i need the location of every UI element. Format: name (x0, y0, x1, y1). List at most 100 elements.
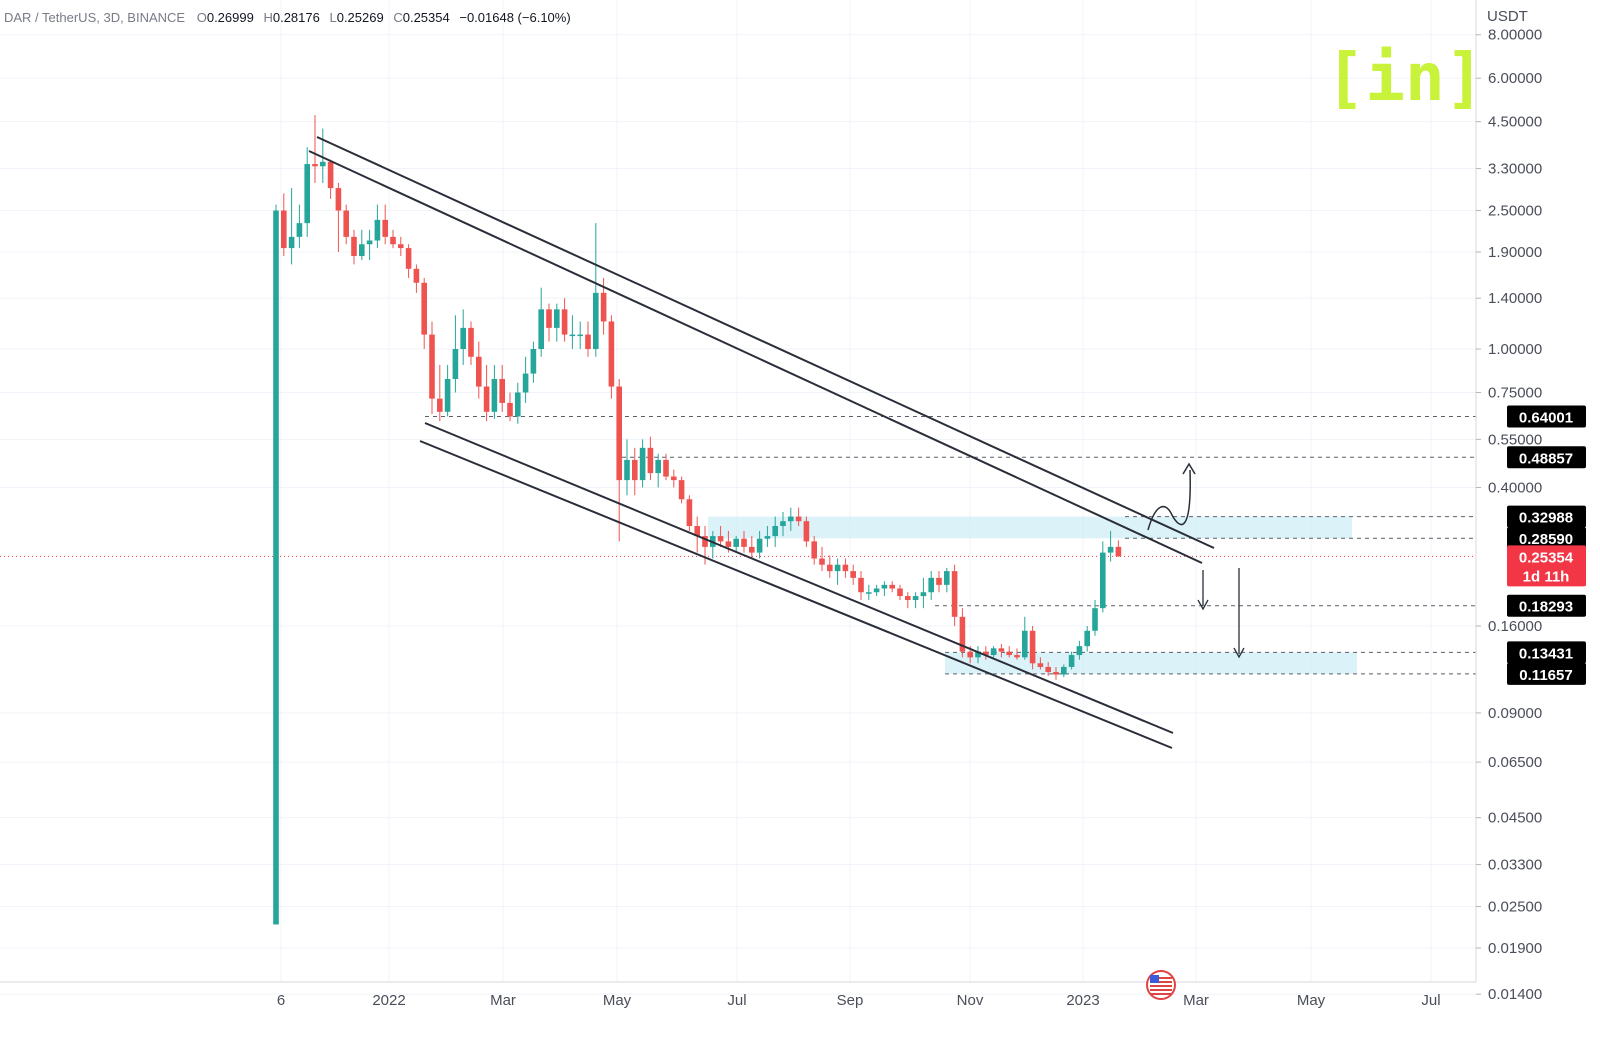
y-tick-label: 0.04500 (1488, 810, 1542, 827)
candle-body (1100, 552, 1106, 609)
candle-body (390, 236, 396, 245)
y-tick-label: 4.50000 (1488, 114, 1542, 131)
candle-body (304, 164, 310, 224)
last-price-tag (1507, 545, 1586, 587)
candle-body (764, 536, 771, 539)
candle-body (905, 596, 911, 600)
low-label: L (329, 10, 337, 25)
y-tick-label: 0.03300 (1488, 857, 1542, 874)
close-label: C (393, 10, 403, 25)
us-flag-stripe (1150, 989, 1172, 991)
candle-body (593, 292, 599, 349)
candle-body (483, 386, 490, 412)
y-tick-label: 1.40000 (1488, 290, 1542, 307)
y-tick-label: 0.02500 (1488, 899, 1542, 916)
candle-body (850, 571, 856, 578)
us-flag-event-icon[interactable] (1146, 970, 1176, 1000)
candle-body (928, 577, 934, 593)
x-tick-label: Jul (1421, 992, 1440, 1009)
symbol-name[interactable]: DAR / TetherUS, 3D, BINANCE (4, 10, 186, 25)
y-tick-label: 0.16000 (1488, 618, 1542, 635)
breakout-curve (1147, 469, 1191, 531)
us-flag-stripe (1150, 985, 1172, 987)
candle-body (1022, 630, 1028, 658)
countdown-label: 1d 11h (1523, 568, 1570, 585)
annotations (1147, 462, 1245, 659)
price-tag (1507, 405, 1586, 428)
candle-body (616, 386, 622, 481)
time-axis[interactable]: 6 2022 Mar May Jul Sep Nov 2023 Mar May Jul (0, 981, 1476, 1009)
y-tick-label: 0.09000 (1488, 705, 1542, 722)
candle-body (1014, 655, 1020, 658)
price-tag (1507, 641, 1586, 664)
candle-body (460, 327, 466, 349)
candle-body (327, 161, 334, 189)
candle-body (647, 447, 654, 474)
candle-body (990, 648, 997, 656)
x-tick-label: May (603, 992, 632, 1009)
candle-body (1107, 546, 1114, 553)
candle-body (522, 373, 529, 393)
candle-body (1115, 546, 1122, 557)
high-value: 0.28176 (272, 10, 320, 25)
price-axis[interactable]: USDT 8.00000 6.00000 4.50000 3.30000 2.50000 1… (1475, 0, 1542, 1003)
price-tag (1507, 594, 1586, 617)
arrow-up-head (1182, 462, 1196, 475)
change-value: −0.01648 (−6.10%) (459, 10, 571, 25)
price-tag (1507, 527, 1586, 550)
price-tag-label: 0.48857 (1519, 450, 1573, 467)
candle-body (686, 499, 693, 527)
candle-body (811, 541, 817, 559)
candle-body (897, 588, 903, 597)
high-label: H (263, 10, 273, 25)
candle-body (944, 571, 950, 585)
y-tick-label: 1.90000 (1488, 244, 1542, 261)
candle-body (873, 588, 880, 593)
candle-body (585, 334, 591, 349)
y-tick-label: 0.06500 (1488, 754, 1542, 771)
candle-body (788, 516, 794, 522)
trendlines (308, 136, 1215, 749)
candle-body (507, 402, 513, 417)
candle-body (546, 309, 552, 328)
candle-body (936, 577, 942, 585)
price-tag (1507, 505, 1586, 528)
candle-body (382, 219, 388, 237)
candle-body (959, 616, 966, 652)
candle-body (320, 161, 326, 167)
candle-body (1068, 655, 1075, 667)
candle-body (694, 526, 700, 537)
candle-body (398, 244, 404, 249)
candle-body (343, 210, 349, 237)
candle-body (678, 480, 685, 500)
candle-body (655, 459, 661, 474)
candle-body (842, 564, 849, 572)
x-tick-label: May (1297, 992, 1326, 1009)
candle-body (749, 546, 755, 553)
resistance-zone (708, 516, 1352, 539)
candle-body (756, 538, 763, 553)
candle-body (312, 164, 318, 167)
grid (0, 0, 1476, 995)
arrow-down-long-head (1233, 647, 1245, 659)
candle-body (561, 309, 568, 335)
candle-body (671, 476, 677, 481)
candle-body (998, 648, 1005, 652)
candle-body (1037, 663, 1044, 667)
candle-body (717, 536, 724, 542)
candles (273, 115, 1122, 925)
us-flag-stripe (1150, 993, 1172, 995)
candle-body (772, 526, 778, 537)
candle-body (1061, 666, 1067, 675)
y-tick-label: 6.00000 (1488, 70, 1542, 87)
y-tick-label: 0.55000 (1488, 431, 1542, 448)
candle-body (1084, 630, 1090, 647)
x-tick-label: Mar (1183, 992, 1209, 1009)
candle-body (639, 447, 646, 481)
candle-body (577, 334, 583, 337)
candle-body (1045, 666, 1051, 672)
x-tick-label: Mar (490, 992, 516, 1009)
candle-body (632, 459, 638, 481)
